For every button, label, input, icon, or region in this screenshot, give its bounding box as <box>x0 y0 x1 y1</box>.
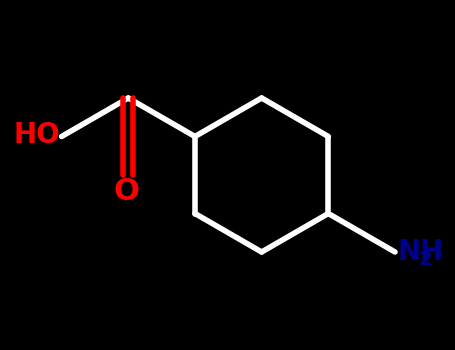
Text: NH: NH <box>398 238 444 266</box>
Text: HO: HO <box>13 121 60 149</box>
Text: 2: 2 <box>418 250 432 269</box>
Text: O: O <box>114 177 139 206</box>
